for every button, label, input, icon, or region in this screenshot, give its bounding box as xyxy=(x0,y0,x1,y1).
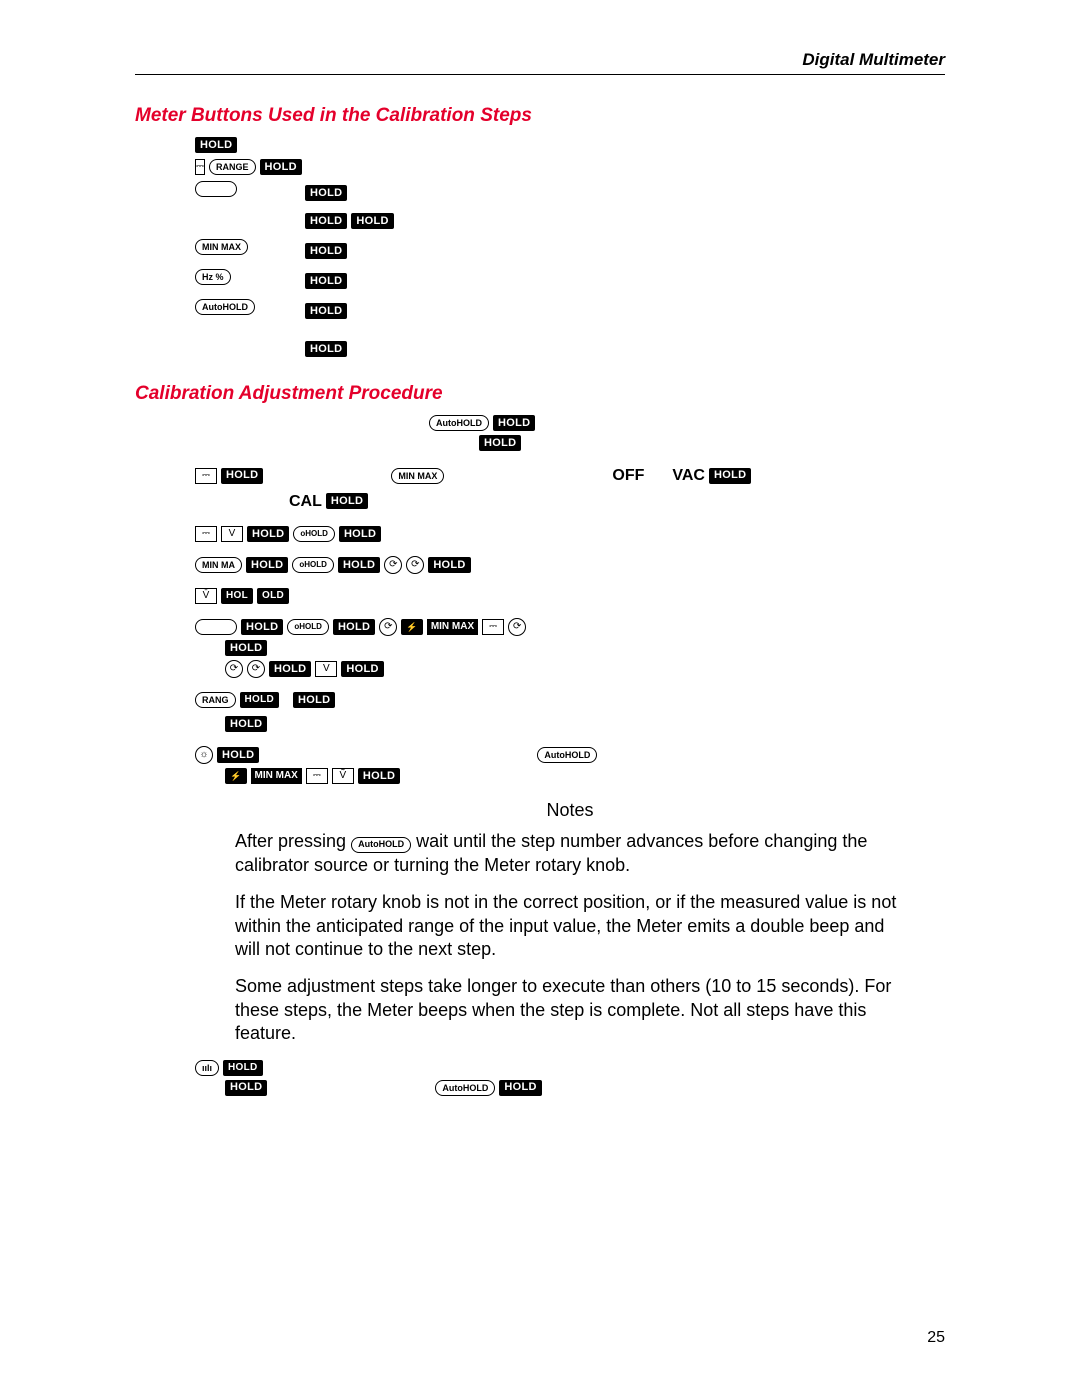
autohold-button: oHOLD xyxy=(293,526,335,542)
minmax-button: MIN MA xyxy=(195,557,242,573)
blank-button xyxy=(195,181,237,197)
hold-label: HOLD xyxy=(499,1080,541,1096)
dial-icon: ⟳ xyxy=(225,660,243,678)
spark-icon: ⚡ xyxy=(401,619,423,635)
hold-label: HOLD xyxy=(221,468,263,484)
minmax-button: MIN MAX xyxy=(195,239,248,255)
lo-icon: ⎓ xyxy=(195,468,217,484)
blank-button xyxy=(195,619,237,635)
v-icon: Ṽ xyxy=(332,768,354,784)
v-icon: V xyxy=(221,526,243,542)
hold-label: HOLD xyxy=(217,747,259,763)
autohold-button: oHOLD xyxy=(292,557,334,573)
notes-heading: Notes xyxy=(195,798,945,822)
page-content: Digital Multimeter Meter Buttons Used in… xyxy=(0,0,1080,1096)
autohold-button: AutoHOLD xyxy=(195,299,255,315)
hold-label: OLD xyxy=(257,588,289,604)
hold-label: HOLD xyxy=(709,468,751,484)
hold-label: HOLD xyxy=(195,137,237,153)
lo-icon: ⎓ xyxy=(195,159,205,175)
autohold-button: AutoHOLD xyxy=(429,415,489,431)
hold-label: HOLD xyxy=(333,619,375,635)
hz-button: Hz % xyxy=(195,269,231,285)
hold-label: HOLD xyxy=(479,435,521,451)
hold-label: HOLD xyxy=(305,273,347,289)
minmax-black: MIN MAX xyxy=(427,619,478,635)
hold-label: HOLD xyxy=(260,159,302,175)
v-icon: V̄ xyxy=(195,588,217,604)
hold-label: HOLD xyxy=(225,1080,267,1096)
dial-icon: ⟳ xyxy=(406,556,424,574)
hold-label: HOLD xyxy=(246,557,288,573)
lo-icon: ⎓ xyxy=(306,768,328,784)
hold-label: HOLD xyxy=(269,661,311,677)
dial-icon: ⟳ xyxy=(508,618,526,636)
hold-label: HOLD xyxy=(493,415,535,431)
hold-label: HOLD xyxy=(305,303,347,319)
hold-label: HOLD xyxy=(305,341,347,357)
autohold-button: AutoHOLD xyxy=(435,1080,495,1096)
vac-label: VAC xyxy=(672,465,705,487)
range-button: RANGE xyxy=(209,159,256,175)
minmax-button: MIN MAX xyxy=(391,468,444,484)
cal-label: CAL xyxy=(289,491,322,513)
header-title: Digital Multimeter xyxy=(135,50,945,70)
dial-icon: ⟳ xyxy=(384,556,402,574)
hold-label: HOLD xyxy=(223,1060,263,1076)
hold-label: HOLD xyxy=(240,692,280,708)
lo-icon: ⎓ xyxy=(482,619,504,635)
off-label: OFF xyxy=(612,465,644,487)
hold-label: HOLD xyxy=(293,692,335,708)
dial-icon: ⟳ xyxy=(379,618,397,636)
hold-label: HOLD xyxy=(358,768,400,784)
hold-label: HOLD xyxy=(305,185,347,201)
hold-label: HOLD xyxy=(338,557,380,573)
procedure-body: AutoHOLD HOLD HOLD ⎓ HOLD MIN MAX OFF VA… xyxy=(135,415,945,1096)
hold-label: HOLD xyxy=(225,716,267,732)
hold-label: HOLD xyxy=(428,557,470,573)
brightness-icon: ☼ xyxy=(195,746,213,764)
hold-label: HOLD xyxy=(341,661,383,677)
spark-icon: ⚡ xyxy=(225,768,247,784)
range-button: RANG xyxy=(195,692,236,708)
hold-label: HOLD xyxy=(351,213,393,229)
note-1: After pressing AutoHOLD wait until the s… xyxy=(235,830,905,877)
hold-label: HOLD xyxy=(241,619,283,635)
hold-label: HOLD xyxy=(247,526,289,542)
note-2: If the Meter rotary knob is not in the c… xyxy=(235,891,905,961)
autohold-button: oHOLD xyxy=(287,619,329,635)
note1-a: After pressing xyxy=(235,831,346,851)
section2-title: Calibration Adjustment Procedure xyxy=(135,383,945,405)
hold-label: HOLD xyxy=(339,526,381,542)
hold-label: HOLD xyxy=(225,640,267,656)
hold-label: HOLD xyxy=(305,213,347,229)
dial-icon: ⟳ xyxy=(247,660,265,678)
v-icon: V xyxy=(315,661,337,677)
hold-label: HOL xyxy=(221,588,253,604)
page-number: 25 xyxy=(927,1329,945,1347)
note-3: Some adjustment steps take longer to exe… xyxy=(235,975,905,1045)
autohold-button: AutoHOLD xyxy=(351,837,411,853)
header-rule xyxy=(135,74,945,75)
beeper-button: ıılı xyxy=(195,1060,219,1076)
autohold-button: AutoHOLD xyxy=(537,747,597,763)
minmax-black: MIN MAX xyxy=(251,768,302,784)
hold-label: HOLD xyxy=(326,493,368,509)
buttons-table: HOLD ⎓ RANGE HOLD HOLD HOLD xyxy=(135,137,945,361)
section1-title: Meter Buttons Used in the Calibration St… xyxy=(135,105,945,127)
hold-label: HOLD xyxy=(305,243,347,259)
lo-icon: ⎓ xyxy=(195,526,217,542)
